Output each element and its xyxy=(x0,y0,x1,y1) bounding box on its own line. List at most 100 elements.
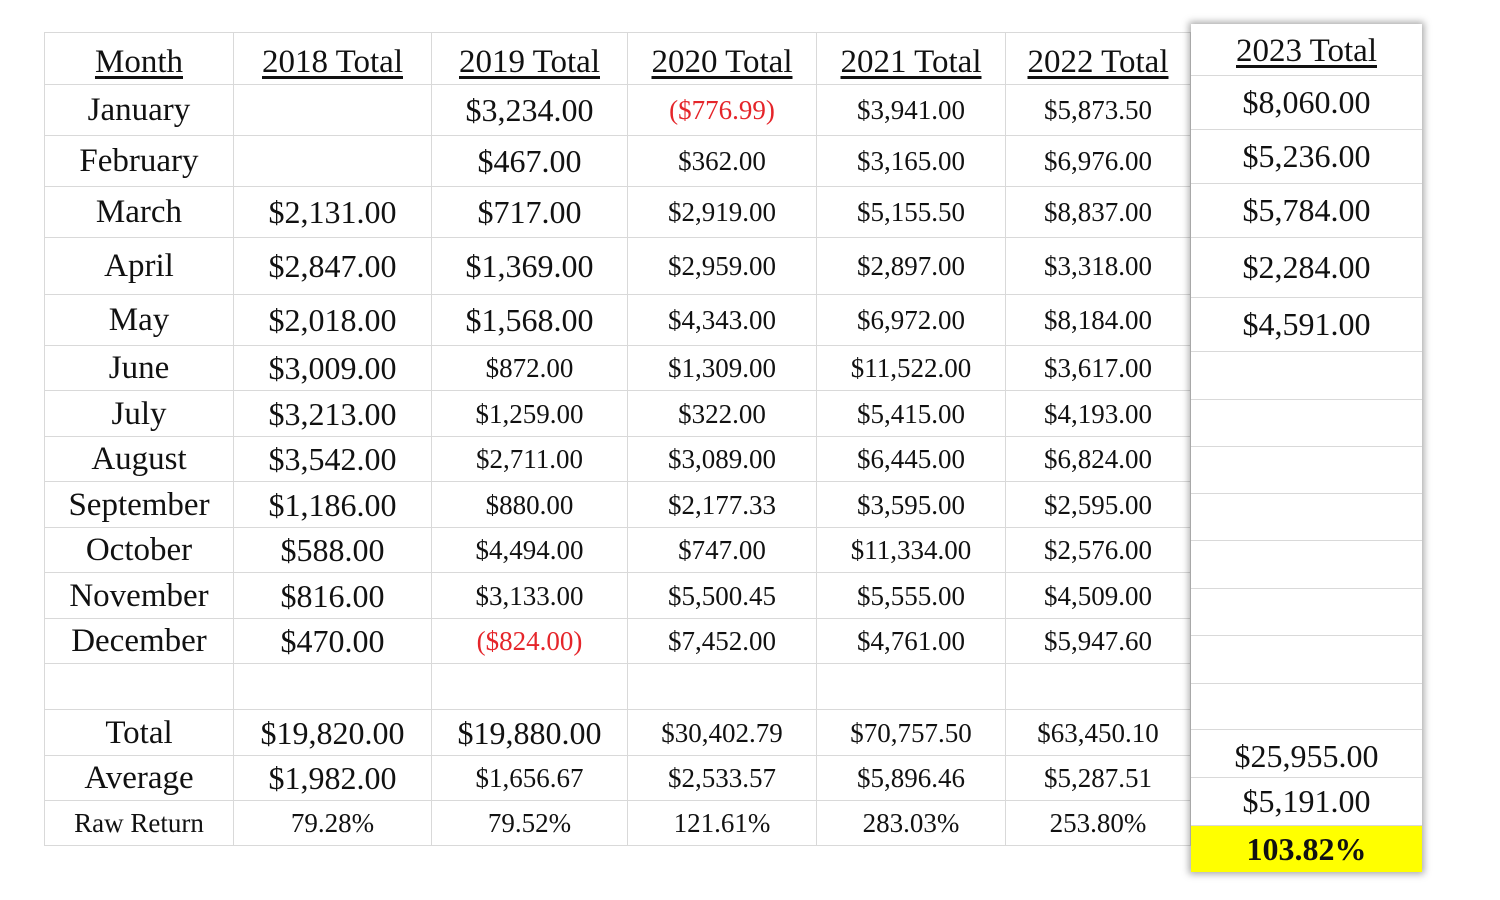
value-cell: $4,509.00 xyxy=(1006,573,1191,619)
value-cell: $6,976.00 xyxy=(1006,136,1191,187)
month-label: August xyxy=(44,437,234,482)
value-cell xyxy=(432,664,628,710)
month-label: Raw Return xyxy=(44,801,234,846)
month-label: Average xyxy=(44,756,234,801)
value-cell: $1,982.00 xyxy=(234,756,432,801)
value-cell: $1,259.00 xyxy=(432,391,628,437)
column-2023-total: 2023 Total $8,060.00 $5,236.00 $5,784.00 $2,… xyxy=(1191,24,1422,872)
value-cell: $3,595.00 xyxy=(817,482,1006,528)
value-cell: $5,947.60 xyxy=(1006,619,1191,664)
month-label: September xyxy=(44,482,234,528)
value-cell: $3,165.00 xyxy=(817,136,1006,187)
table-row: January $3,234.00 ($776.99) $3,941.00 $5,873… xyxy=(44,84,1191,136)
value-cell: $747.00 xyxy=(628,528,817,573)
value-cell: $362.00 xyxy=(628,136,817,187)
table-bottom-border xyxy=(44,845,1191,846)
value-cell xyxy=(1191,494,1422,541)
value-cell: $1,656.67 xyxy=(432,756,628,801)
column-header-month: Month xyxy=(44,33,234,85)
value-cell: $19,820.00 xyxy=(234,710,432,756)
month-label: April xyxy=(44,238,234,295)
value-cell: $19,880.00 xyxy=(432,710,628,756)
month-label: December xyxy=(44,619,234,664)
month-label: June xyxy=(44,346,234,391)
value-cell: $4,343.00 xyxy=(628,295,817,346)
value-cell xyxy=(1006,664,1191,710)
value-cell: $3,213.00 xyxy=(234,391,432,437)
table-row: November $816.00 $3,133.00 $5,500.45 $5,555.… xyxy=(44,572,1191,619)
month-label: July xyxy=(44,391,234,437)
value-cell: $5,896.46 xyxy=(817,756,1006,801)
month-label: May xyxy=(44,295,234,346)
value-cell: $2,959.00 xyxy=(628,238,817,295)
table-row xyxy=(44,663,1191,710)
value-cell: $2,018.00 xyxy=(234,295,432,346)
value-cell: $30,402.79 xyxy=(628,710,817,756)
column-header-2023: 2023 Total xyxy=(1191,24,1422,76)
value-cell: $880.00 xyxy=(432,482,628,528)
value-cell: $3,941.00 xyxy=(817,85,1006,136)
column-header-2022: 2022 Total xyxy=(1006,33,1191,85)
value-cell: $2,847.00 xyxy=(234,238,432,295)
table-row: March $2,131.00 $717.00 $2,919.00 $5,155.50 $… xyxy=(44,186,1191,238)
value-cell: $5,500.45 xyxy=(628,573,817,619)
value-cell: $2,919.00 xyxy=(628,187,817,238)
table-row: October $588.00 $4,494.00 $747.00 $11,334.00… xyxy=(44,527,1191,573)
value-cell: 121.61% xyxy=(628,801,817,846)
value-cell: $2,533.57 xyxy=(628,756,817,801)
value-cell: $717.00 xyxy=(432,187,628,238)
table-row: Total $19,820.00 $19,880.00 $30,402.79 $70,7… xyxy=(44,709,1191,756)
table-row: Raw Return 79.28% 79.52% 121.61% 283.03% 253.… xyxy=(44,800,1191,846)
table-row: Average $1,982.00 $1,656.67 $2,533.57 $5,896… xyxy=(44,755,1191,801)
value-cell: $1,369.00 xyxy=(432,238,628,295)
value-cell: $11,522.00 xyxy=(817,346,1006,391)
month-label: November xyxy=(44,573,234,619)
value-cell xyxy=(1191,447,1422,494)
table-row: May $2,018.00 $1,568.00 $4,343.00 $6,972.00 $… xyxy=(44,294,1191,346)
value-cell: ($776.99) xyxy=(628,85,817,136)
value-cell xyxy=(628,664,817,710)
value-cell: 79.52% xyxy=(432,801,628,846)
table-row: August $3,542.00 $2,711.00 $3,089.00 $6,445.… xyxy=(44,436,1191,482)
value-cell: 283.03% xyxy=(817,801,1006,846)
month-label: October xyxy=(44,528,234,573)
table-row: July $3,213.00 $1,259.00 $322.00 $5,415.00 $4… xyxy=(44,390,1191,437)
value-cell xyxy=(1191,589,1422,636)
table-row: June $3,009.00 $872.00 $1,309.00 $11,522.00 $… xyxy=(44,345,1191,391)
value-cell: $2,177.33 xyxy=(628,482,817,528)
table-row: February $467.00 $362.00 $3,165.00 $6,976.00 xyxy=(44,135,1191,187)
value-cell xyxy=(1191,541,1422,589)
value-cell: $470.00 xyxy=(234,619,432,664)
total-2023: $25,955.00 xyxy=(1191,730,1422,778)
value-cell: $5,555.00 xyxy=(817,573,1006,619)
value-cell: $4,761.00 xyxy=(817,619,1006,664)
value-cell: $5,415.00 xyxy=(817,391,1006,437)
value-cell: 79.28% xyxy=(234,801,432,846)
value-cell: $2,711.00 xyxy=(432,437,628,482)
value-cell: $63,450.10 xyxy=(1006,710,1191,756)
value-cell: $2,897.00 xyxy=(817,238,1006,295)
value-cell: $2,576.00 xyxy=(1006,528,1191,573)
value-cell: $3,234.00 xyxy=(432,85,628,136)
value-cell: $5,873.50 xyxy=(1006,85,1191,136)
value-cell: $467.00 xyxy=(432,136,628,187)
value-cell: $6,972.00 xyxy=(817,295,1006,346)
value-cell: $6,824.00 xyxy=(1006,437,1191,482)
value-cell: $2,131.00 xyxy=(234,187,432,238)
value-cell: $5,784.00 xyxy=(1191,184,1422,238)
value-cell xyxy=(817,664,1006,710)
column-header-2020: 2020 Total xyxy=(628,33,817,85)
value-cell: $8,184.00 xyxy=(1006,295,1191,346)
column-header-2019: 2019 Total xyxy=(432,33,628,85)
value-cell: $3,542.00 xyxy=(234,437,432,482)
header-row: Month 2018 Total 2019 Total 2020 Total 2021 … xyxy=(44,32,1191,85)
returns-table: Month 2018 Total 2019 Total 2020 Total 2021 … xyxy=(44,32,1191,847)
month-label: Total xyxy=(44,710,234,756)
value-cell xyxy=(1191,352,1422,400)
value-cell: $7,452.00 xyxy=(628,619,817,664)
raw-return-2023: 103.82% xyxy=(1191,826,1422,872)
average-2023: $5,191.00 xyxy=(1191,778,1422,826)
value-cell: $322.00 xyxy=(628,391,817,437)
value-cell: $3,133.00 xyxy=(432,573,628,619)
value-cell: $4,494.00 xyxy=(432,528,628,573)
